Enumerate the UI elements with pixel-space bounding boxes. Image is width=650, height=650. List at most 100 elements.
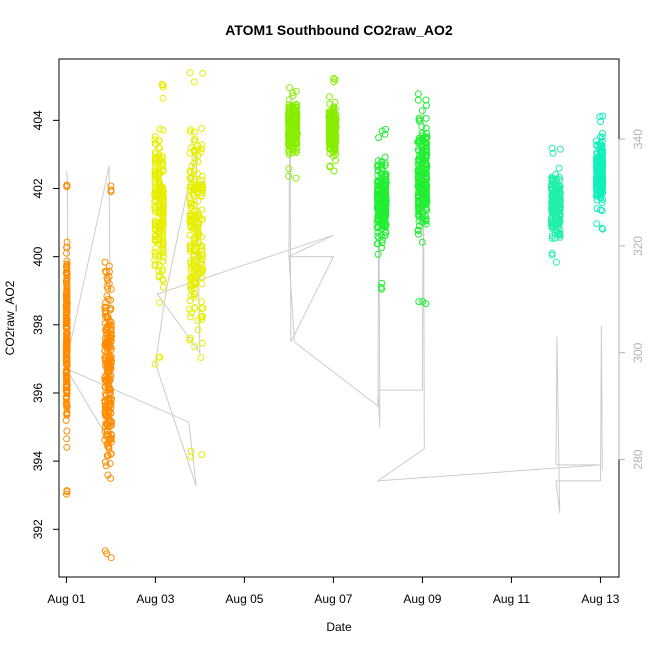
x-axis: Aug 01 Aug 03 Aug 05 Aug 07 Aug 09 Aug 11 Aug … <box>47 576 620 606</box>
data-point <box>598 183 606 191</box>
data-point <box>285 133 293 141</box>
data-point <box>159 227 166 235</box>
y-tick-label: 402 <box>31 178 45 198</box>
data-point <box>415 116 423 124</box>
data-point <box>198 305 206 313</box>
data-point <box>159 161 167 169</box>
data-point <box>419 198 427 206</box>
data-point <box>198 339 206 347</box>
data-point <box>198 141 206 149</box>
data-point <box>548 208 556 216</box>
data-point <box>381 210 389 218</box>
data-point <box>548 185 556 193</box>
data-point <box>152 260 159 268</box>
data-point <box>155 353 163 361</box>
data-point <box>326 93 333 101</box>
data-point <box>415 193 423 201</box>
data-point <box>104 342 112 350</box>
data-point <box>285 151 293 158</box>
data-point <box>63 409 71 417</box>
data-point <box>598 143 606 151</box>
y-tick-label: 400 <box>31 246 45 266</box>
data-point <box>155 177 163 185</box>
data-point <box>106 376 114 384</box>
data-point <box>382 195 390 203</box>
data-point <box>375 134 383 142</box>
data-point <box>593 163 601 171</box>
data-point <box>193 224 201 232</box>
data-point <box>551 230 559 238</box>
data-point <box>187 313 194 321</box>
points-layer <box>62 69 607 562</box>
data-point <box>63 249 70 257</box>
data-point <box>597 206 604 214</box>
data-point <box>194 197 202 205</box>
data-point <box>548 200 556 208</box>
data-point <box>292 87 300 95</box>
data-point <box>549 176 557 184</box>
data-point <box>103 323 111 330</box>
data-point <box>151 256 159 264</box>
data-point <box>155 201 163 209</box>
data-point <box>382 229 390 237</box>
series-group <box>547 144 564 266</box>
data-point <box>552 201 560 209</box>
data-point <box>381 184 389 192</box>
y-tick-label: 404 <box>31 110 45 130</box>
data-point <box>103 274 111 282</box>
data-point <box>556 197 564 205</box>
series-group <box>592 112 607 233</box>
data-point <box>63 238 71 246</box>
data-point <box>325 108 333 116</box>
data-point <box>191 147 199 155</box>
data-point <box>190 78 198 86</box>
data-point <box>330 78 338 86</box>
data-point <box>63 366 70 374</box>
data-point <box>105 268 113 276</box>
data-point <box>422 220 430 228</box>
data-point <box>63 393 71 401</box>
data-point <box>286 84 293 92</box>
data-point <box>187 453 195 461</box>
data-point <box>156 144 164 152</box>
data-point <box>191 304 199 312</box>
data-point <box>419 176 427 184</box>
data-point <box>186 212 194 220</box>
data-point <box>104 408 112 416</box>
data-point <box>156 299 164 307</box>
data-point <box>285 130 293 138</box>
data-point <box>382 192 389 200</box>
data-point <box>155 209 163 217</box>
data-point <box>195 215 203 223</box>
data-point <box>62 319 70 327</box>
data-point <box>63 435 71 443</box>
series-group <box>151 80 167 368</box>
data-point <box>151 360 159 368</box>
data-point <box>374 177 382 185</box>
data-point <box>326 126 334 133</box>
data-point <box>593 187 601 195</box>
data-point <box>285 165 293 173</box>
series-group <box>414 90 431 308</box>
data-point <box>191 136 199 143</box>
data-point <box>198 258 205 266</box>
data-point <box>378 239 386 247</box>
data-point <box>104 313 112 321</box>
data-point <box>422 151 430 159</box>
data-point <box>158 249 166 257</box>
data-point <box>597 133 604 141</box>
data-point <box>419 298 427 305</box>
data-point <box>159 205 167 213</box>
data-point <box>378 165 386 172</box>
data-point <box>159 283 167 291</box>
data-point <box>103 377 111 385</box>
data-point <box>414 96 422 104</box>
data-point <box>197 354 205 361</box>
data-point <box>190 240 198 248</box>
data-point <box>378 178 386 186</box>
data-point <box>63 427 71 435</box>
data-point <box>548 234 556 242</box>
data-point <box>159 246 167 254</box>
data-point <box>414 174 422 182</box>
data-point <box>332 136 340 144</box>
